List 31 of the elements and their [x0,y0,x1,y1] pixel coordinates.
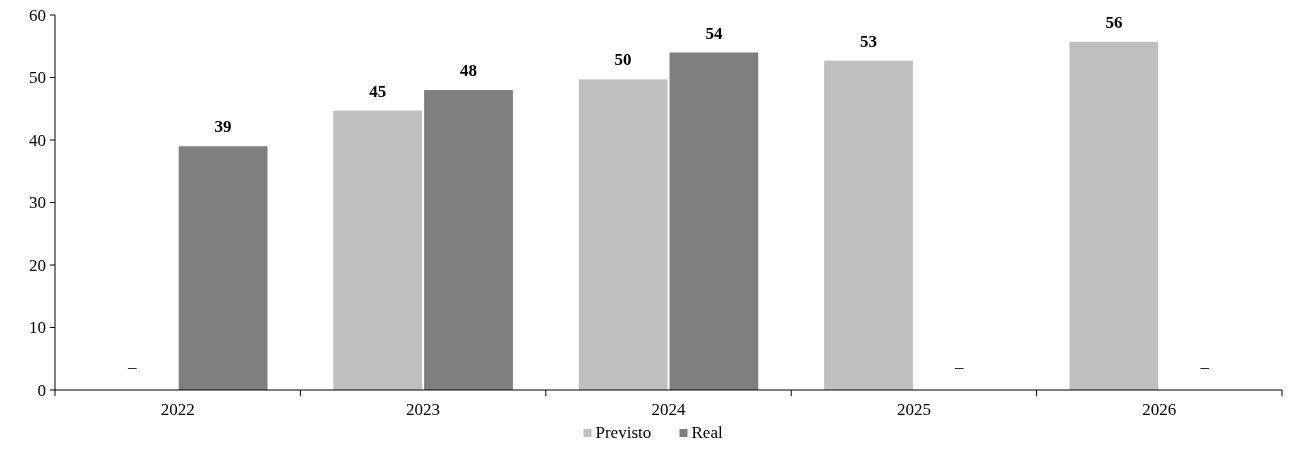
data-label: 54 [705,23,723,43]
y-tick-label: 20 [29,255,46,275]
y-tick-label: 0 [37,380,46,400]
y-tick-label: 30 [29,193,46,213]
legend-label: Real [691,423,723,442]
y-tick-label: 10 [29,318,46,338]
text: – [1200,357,1209,376]
x-tick-label: 2022 [160,400,195,419]
x-tick-label: 2025 [896,400,931,419]
x-tick-label: 2024 [651,400,686,419]
legend-label: Previsto [595,423,652,442]
y-tick-label: 40 [29,130,46,150]
data-label: 53 [860,31,877,51]
data-label: 48 [460,61,477,80]
data-label: 45 [369,81,387,101]
data-label: 50 [614,50,632,70]
bar [333,110,423,390]
x-tick-label: 2026 [1142,400,1177,419]
bar [669,52,759,390]
bar [424,90,513,390]
data-label: 39 [214,117,232,137]
bar [1069,41,1159,390]
y-tick-label: 60 [29,5,46,25]
text: – [955,357,964,376]
data-label: 56 [1105,12,1123,32]
bar [578,79,668,390]
y-tick-label: 50 [29,68,46,88]
x-tick-label: 2023 [406,400,441,419]
bar [824,60,913,390]
bar [178,146,268,390]
text: – [128,357,137,376]
